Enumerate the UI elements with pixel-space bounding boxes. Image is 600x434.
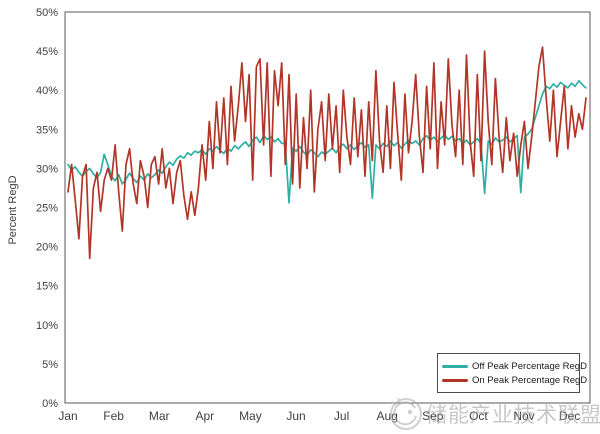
- x-tick-label-mar: Mar: [149, 409, 170, 423]
- y-tick-label: 40%: [36, 85, 58, 97]
- plot-area-border: [64, 11, 591, 404]
- legend-label-off-peak: Off Peak Percentage RegD: [472, 360, 587, 372]
- y-tick-label: 20%: [36, 242, 58, 254]
- series-line-on-peak: [67, 46, 587, 260]
- y-tick-label: 10%: [36, 320, 58, 332]
- y-tick-label: 15%: [36, 281, 58, 293]
- y-tick-label: 35%: [36, 124, 58, 136]
- x-tick-label-dec: Dec: [559, 409, 580, 423]
- legend-item-off-peak: Off Peak Percentage RegD: [442, 361, 587, 372]
- x-tick-label-nov: Nov: [513, 409, 534, 423]
- x-tick-label-jul: Jul: [334, 409, 349, 423]
- x-tick-label-oct: Oct: [469, 409, 488, 423]
- y-axis-title: Percent RegD: [7, 175, 19, 244]
- x-tick-label-may: May: [239, 409, 262, 423]
- x-tick-label-sep: Sep: [422, 409, 444, 423]
- legend-item-on-peak: On Peak Percentage RegD: [442, 375, 587, 386]
- legend-label-on-peak: On Peak Percentage RegD: [472, 374, 588, 386]
- y-tick-label: 5%: [42, 359, 58, 371]
- off-peak-line-swatch-icon: [442, 364, 468, 368]
- x-tick-label-aug: Aug: [377, 409, 398, 423]
- x-tick-label-feb: Feb: [103, 409, 124, 423]
- y-tick-label: 25%: [36, 203, 58, 215]
- chart-legend: Off Peak Percentage RegD On Peak Percent…: [437, 353, 587, 393]
- x-tick-label-apr: Apr: [195, 409, 214, 423]
- x-tick-label-jun: Jun: [286, 409, 305, 423]
- x-tick-label-jan: Jan: [58, 409, 77, 423]
- y-tick-label: 0%: [42, 398, 58, 410]
- y-tick-label: 30%: [36, 163, 58, 175]
- on-peak-line-swatch-icon: [442, 378, 468, 382]
- y-tick-label: 45%: [36, 46, 58, 58]
- y-tick-label: 50%: [36, 7, 58, 19]
